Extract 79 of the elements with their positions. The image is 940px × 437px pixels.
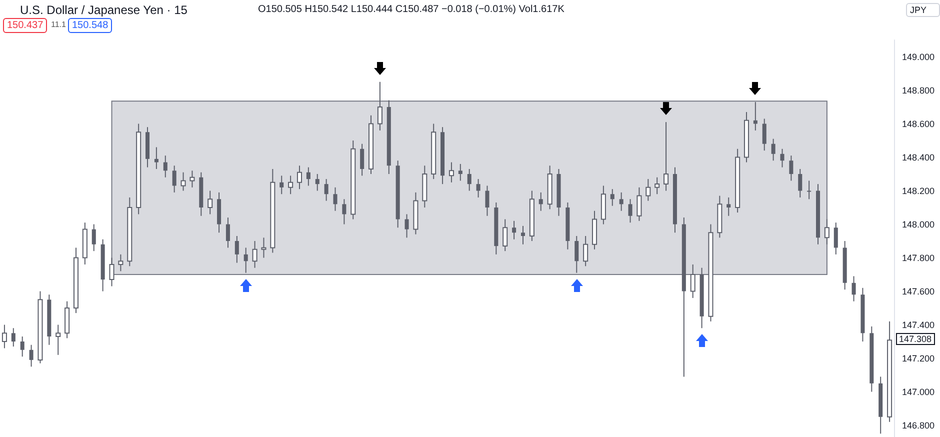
candlestick	[163, 155, 168, 178]
y-tick-label: 147.600	[902, 286, 935, 296]
candlestick	[467, 168, 472, 192]
candlestick	[280, 175, 284, 195]
candlestick	[690, 264, 696, 298]
candlestick	[226, 217, 230, 248]
candlestick	[244, 247, 248, 274]
candlestick	[458, 163, 462, 182]
y-tick-label: 147.200	[902, 353, 935, 364]
candlestick	[342, 198, 346, 225]
candlestick	[789, 155, 794, 182]
y-tick-label: 149.000	[902, 52, 935, 62]
candlestick	[726, 196, 731, 216]
candlestick	[56, 324, 61, 356]
text: 150.548	[68, 18, 112, 33]
candlestick	[780, 148, 784, 168]
candlestick	[771, 138, 776, 162]
candlestick	[306, 166, 310, 186]
text: O150.505 H150.542 L150.444 C150.487 −0.018 (−0.01%) Vol1.617K	[258, 4, 564, 15]
candlestick	[234, 235, 239, 264]
y-tick-label: 147.800	[902, 252, 935, 263]
candlestick	[502, 218, 508, 252]
candlestick	[333, 186, 338, 212]
candlestick	[512, 220, 516, 240]
y-tick-label: 147.400	[902, 320, 935, 330]
candlestick	[172, 165, 176, 193]
candlestick	[20, 336, 24, 358]
candlestick	[404, 214, 409, 238]
candlestick	[377, 81, 382, 131]
candlestick	[664, 122, 669, 192]
candlestick	[92, 224, 96, 252]
candlestick	[636, 186, 642, 222]
y-tick-label: 148.200	[902, 186, 935, 196]
candlestick	[252, 240, 258, 268]
candlestick	[628, 198, 632, 224]
candlestick	[520, 225, 525, 245]
y-tick-label: 148.800	[902, 85, 935, 96]
candlestick	[208, 190, 213, 215]
candlestick	[190, 170, 195, 188]
y-tick-label: 148.600	[902, 118, 935, 129]
candlestick	[646, 178, 651, 202]
candlestick	[485, 185, 490, 216]
candlestick	[324, 178, 328, 202]
candlestick	[538, 192, 543, 212]
text: 147.308	[896, 333, 935, 346]
candlestick	[852, 276, 856, 302]
candlestick	[288, 175, 294, 195]
candlestick	[315, 174, 320, 192]
candlestick	[610, 188, 614, 206]
candlestick	[2, 324, 7, 349]
text: 150.437	[3, 18, 48, 33]
candlestick	[762, 118, 766, 152]
candlestick	[261, 237, 266, 258]
candlestick	[476, 178, 480, 198]
candlestick	[29, 344, 34, 368]
candlestick	[834, 222, 838, 255]
candlestick	[583, 235, 588, 267]
candlestick	[753, 101, 758, 131]
candlestick	[824, 218, 830, 245]
y-tick-label: 148.400	[902, 152, 935, 162]
candlestick	[11, 328, 16, 348]
y-tick-label: 146.800	[902, 420, 935, 430]
candlestick	[360, 143, 364, 176]
text: JPY	[906, 3, 940, 17]
text: 11.1	[51, 20, 66, 29]
candlestick	[654, 176, 660, 195]
candlestick	[180, 172, 186, 192]
candlestick	[118, 254, 124, 272]
y-tick-label: 148.000	[902, 219, 935, 230]
candlestick	[296, 165, 302, 190]
candlestick	[154, 146, 158, 170]
candlestick	[798, 168, 802, 198]
candlestick	[574, 235, 579, 274]
candlestick	[619, 192, 624, 212]
candlestick	[807, 180, 812, 200]
y-tick-label: 147.000	[902, 386, 935, 397]
chart-title: U.S. Dollar / Japanese Yen · 15	[20, 3, 188, 17]
candlestick	[448, 162, 454, 183]
candlestick	[109, 257, 114, 287]
